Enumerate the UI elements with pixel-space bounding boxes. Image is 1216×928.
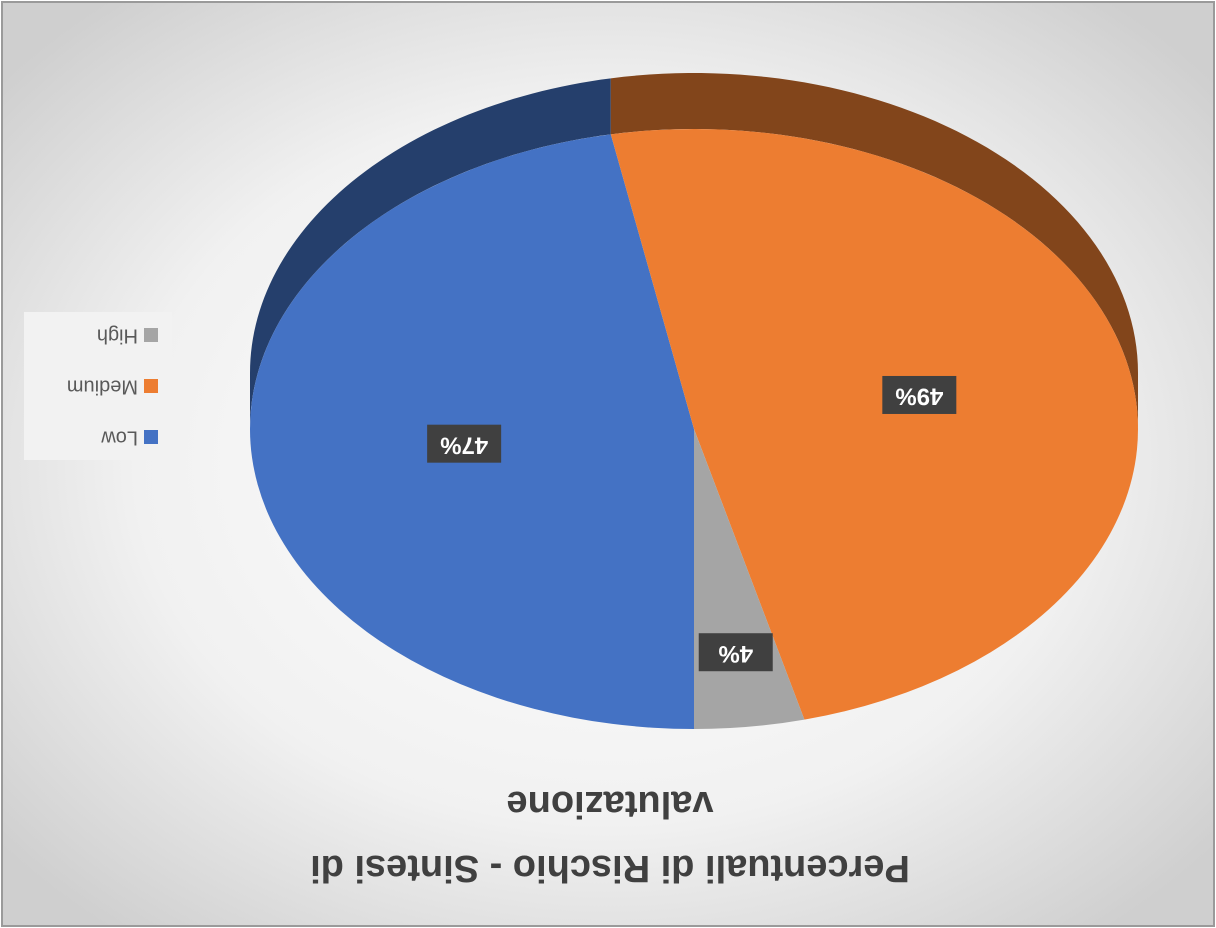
slice-side: [610, 73, 1138, 429]
legend: Low Medium High: [24, 312, 172, 460]
data-label: 49%: [895, 383, 943, 410]
chart-title-text: Percentuali di Rischio - Sintesi divalut…: [310, 783, 910, 889]
slice: [610, 129, 1138, 720]
chart-title: Percentuali di Rischio - Sintesi divalut…: [310, 783, 910, 889]
legend-label: Low: [101, 427, 138, 449]
data-label: 47%: [440, 431, 488, 458]
legend-label: High: [97, 325, 138, 347]
slice-side: [250, 78, 611, 429]
legend-swatch: [144, 328, 158, 342]
data-label: 4%: [718, 640, 753, 667]
data-label-box: [698, 633, 773, 672]
pie: 47% 49% 4%: [250, 73, 1138, 729]
data-label-box: [882, 375, 957, 414]
legend-swatch: [144, 379, 158, 393]
legend-label: Medium: [67, 376, 138, 398]
data-label-box: [427, 424, 502, 463]
legend-swatch: [144, 430, 158, 444]
